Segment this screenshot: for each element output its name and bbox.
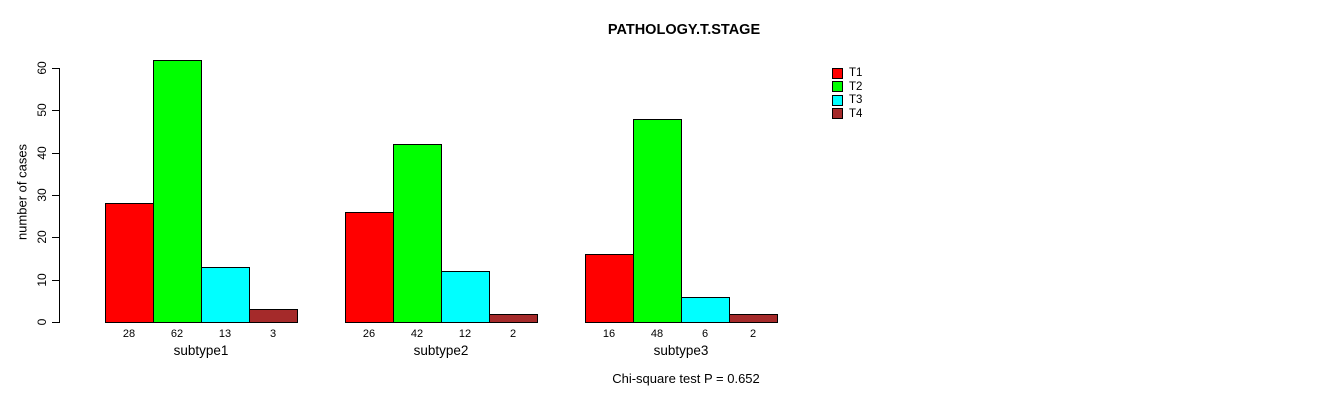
bar-value-label: 6 <box>701 328 709 340</box>
legend-item-T1: T1 <box>832 67 862 79</box>
y-tick <box>52 110 59 111</box>
category-label-subtype1: subtype1 <box>173 343 229 358</box>
bar-T4-subtype3 <box>729 314 778 323</box>
y-tick <box>52 237 59 238</box>
legend: T1 T2 T3 T4 <box>832 61 912 123</box>
category-label-subtype3: subtype3 <box>653 343 709 358</box>
bar-value-label: 16 <box>602 328 616 340</box>
legend-item-T2: T2 <box>832 81 862 93</box>
legend-label: T3 <box>849 94 863 106</box>
bar-T1-subtype3 <box>585 254 634 323</box>
legend-item-T3: T3 <box>832 94 862 106</box>
y-tick <box>52 195 59 196</box>
bar-T4-subtype1 <box>249 309 298 323</box>
bar-T1-subtype1 <box>105 203 154 323</box>
legend-swatch-T3 <box>832 94 843 106</box>
bar-T1-subtype2 <box>345 212 394 323</box>
y-tick-label: 60 <box>35 61 49 75</box>
y-tick <box>52 153 59 154</box>
bar-value-label: 3 <box>269 328 277 340</box>
chart-title: PATHOLOGY.T.STAGE <box>607 22 761 38</box>
y-tick-label: 0 <box>35 318 49 326</box>
bar-value-label: 12 <box>458 328 472 340</box>
bar-T3-subtype2 <box>441 271 490 323</box>
category-label-subtype2: subtype2 <box>413 343 469 358</box>
y-tick-label: 10 <box>35 273 49 287</box>
y-tick <box>52 322 59 323</box>
bar-value-label: 28 <box>122 328 136 340</box>
y-tick-label: 30 <box>35 188 49 202</box>
y-axis-line <box>59 68 60 323</box>
legend-item-T4: T4 <box>832 108 862 120</box>
y-tick <box>52 68 59 69</box>
y-tick-label: 50 <box>35 103 49 117</box>
bar-value-label: 2 <box>509 328 517 340</box>
bar-T4-subtype2 <box>489 314 538 323</box>
legend-swatch-T1 <box>832 67 843 79</box>
bar-T3-subtype1 <box>201 267 250 323</box>
legend-label: T1 <box>849 67 863 79</box>
legend-swatch-T2 <box>832 81 843 92</box>
bar-value-label: 13 <box>218 328 232 340</box>
bar-value-label: 42 <box>410 328 424 340</box>
bar-T3-subtype3 <box>681 297 730 323</box>
bar-value-label: 26 <box>362 328 376 340</box>
bar-value-label: 62 <box>170 328 184 340</box>
bar-value-label: 2 <box>749 328 757 340</box>
legend-label: T2 <box>849 80 863 93</box>
bar-T2-subtype3 <box>633 119 682 323</box>
legend-label: T4 <box>849 107 863 120</box>
chi-square-annotation: Chi-square test P = 0.652 <box>612 371 760 386</box>
legend-swatch-T4 <box>832 108 843 119</box>
y-tick-label: 20 <box>35 230 49 244</box>
y-tick-label: 40 <box>35 146 49 160</box>
bar-T2-subtype2 <box>393 144 442 323</box>
bar-T2-subtype1 <box>153 60 202 323</box>
bar-value-label: 48 <box>650 328 664 340</box>
y-tick <box>52 280 59 281</box>
